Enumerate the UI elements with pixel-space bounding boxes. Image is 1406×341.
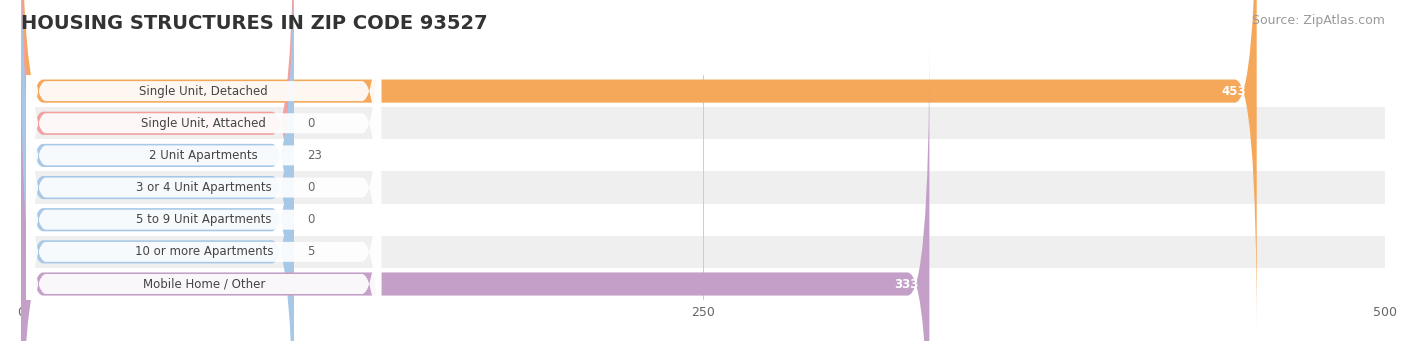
FancyBboxPatch shape: [27, 0, 381, 341]
Text: 23: 23: [308, 149, 322, 162]
Text: Mobile Home / Other: Mobile Home / Other: [142, 278, 264, 291]
FancyBboxPatch shape: [27, 0, 381, 338]
Text: 333: 333: [894, 278, 918, 291]
Text: HOUSING STRUCTURES IN ZIP CODE 93527: HOUSING STRUCTURES IN ZIP CODE 93527: [21, 14, 488, 33]
Bar: [21, 204, 1385, 236]
Bar: [21, 236, 1385, 268]
Text: 0: 0: [308, 213, 315, 226]
FancyBboxPatch shape: [27, 69, 381, 341]
FancyBboxPatch shape: [21, 0, 294, 341]
Text: 453: 453: [1222, 85, 1246, 98]
Text: 5: 5: [308, 246, 315, 258]
FancyBboxPatch shape: [21, 6, 294, 341]
Bar: [21, 268, 1385, 300]
Text: 0: 0: [308, 181, 315, 194]
FancyBboxPatch shape: [27, 5, 381, 341]
Text: 10 or more Apartments: 10 or more Apartments: [135, 246, 273, 258]
Text: 0: 0: [308, 117, 315, 130]
Text: 5 to 9 Unit Apartments: 5 to 9 Unit Apartments: [136, 213, 271, 226]
FancyBboxPatch shape: [21, 0, 294, 341]
Bar: [21, 139, 1385, 172]
FancyBboxPatch shape: [27, 0, 381, 341]
FancyBboxPatch shape: [27, 37, 381, 341]
Bar: [21, 107, 1385, 139]
FancyBboxPatch shape: [21, 0, 1257, 337]
Text: 3 or 4 Unit Apartments: 3 or 4 Unit Apartments: [136, 181, 271, 194]
FancyBboxPatch shape: [21, 0, 294, 341]
Bar: [21, 172, 1385, 204]
FancyBboxPatch shape: [27, 0, 381, 306]
FancyBboxPatch shape: [21, 39, 929, 341]
Text: Source: ZipAtlas.com: Source: ZipAtlas.com: [1251, 14, 1385, 27]
Text: Single Unit, Attached: Single Unit, Attached: [142, 117, 266, 130]
Text: 2 Unit Apartments: 2 Unit Apartments: [149, 149, 259, 162]
Text: Single Unit, Detached: Single Unit, Detached: [139, 85, 269, 98]
Bar: [21, 75, 1385, 107]
FancyBboxPatch shape: [21, 0, 294, 341]
